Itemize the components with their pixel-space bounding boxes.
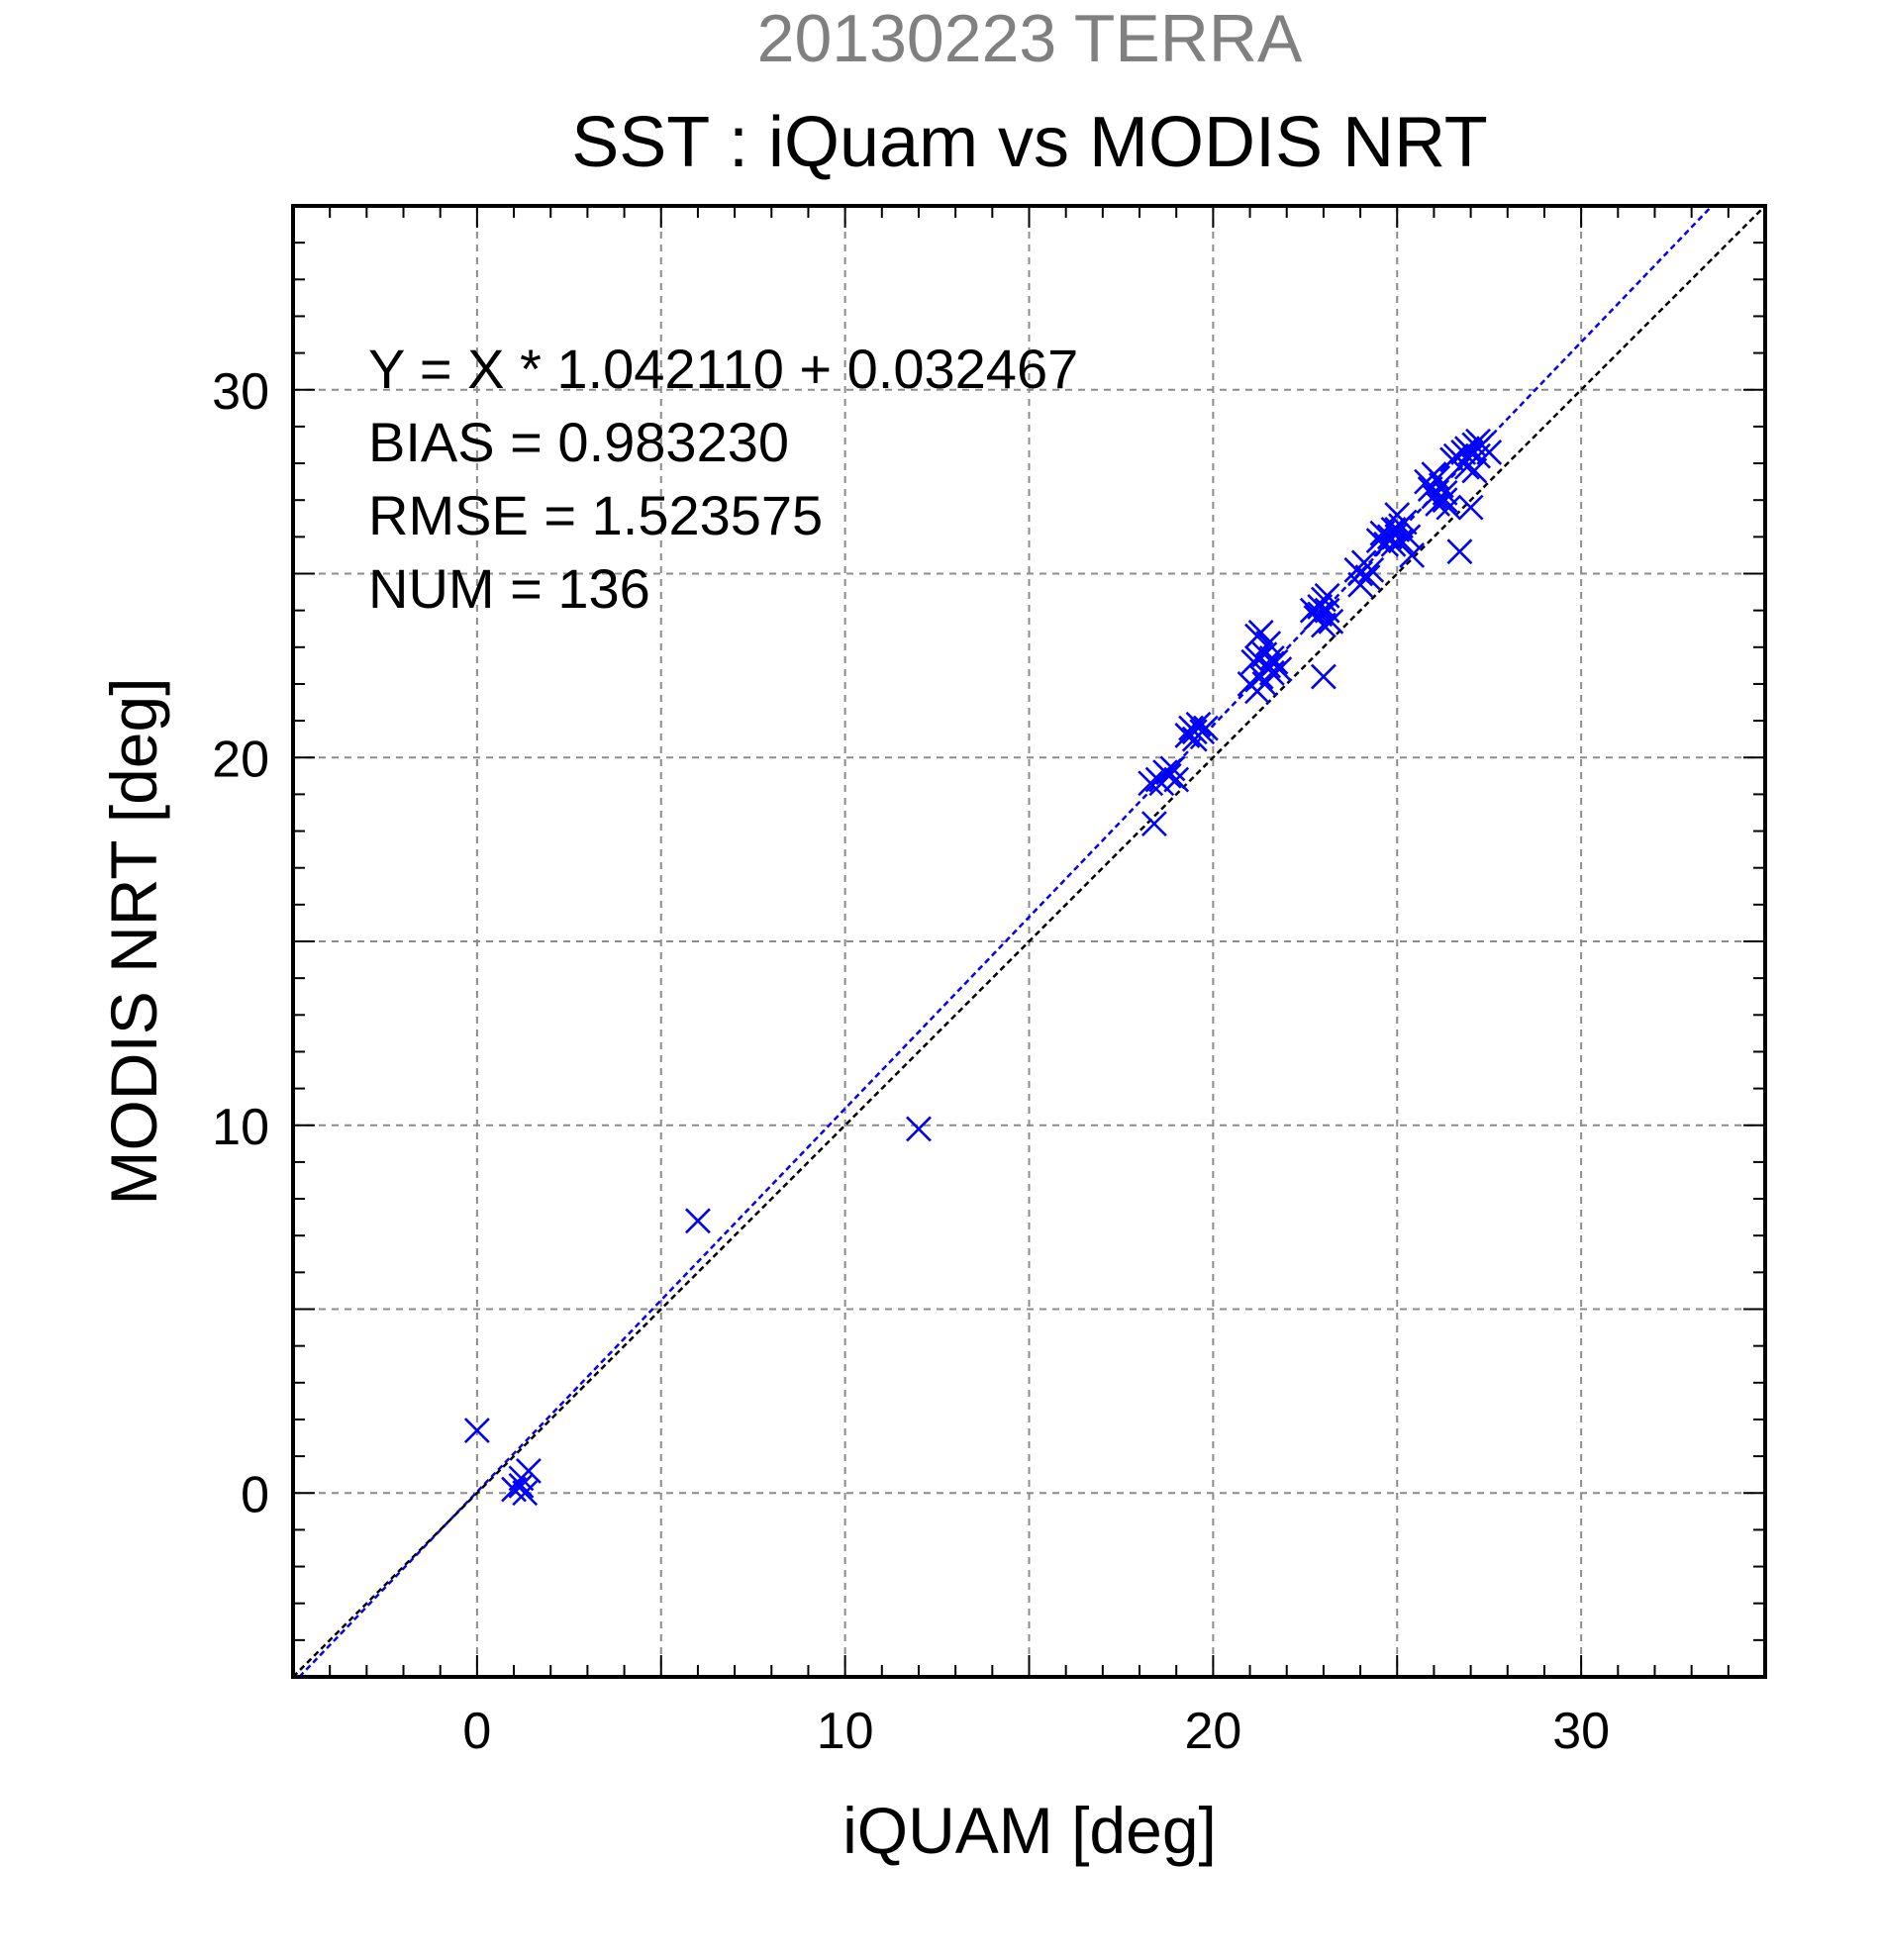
data-point [1436,494,1462,521]
data-point [1425,464,1451,491]
data-point [1461,457,1488,484]
y-tick-label: 30 [212,363,269,421]
data-point [1432,479,1458,506]
chart-title-top: 20130223 TERRA [757,1,1303,76]
regression-equation: Y = X * 1.042110 + 0.032467 [368,338,1078,400]
rmse-value: RMSE = 1.523575 [368,484,823,546]
data-point [1140,811,1167,837]
x-tick-label: 10 [817,1703,874,1760]
x-axis-label: iQUAM [deg] [842,1794,1217,1867]
data-points [463,428,1503,1507]
data-point [685,1208,711,1234]
data-point [1318,608,1344,635]
data-point [1354,564,1381,591]
x-tick-label: 20 [1184,1703,1241,1760]
data-point [1310,663,1336,690]
stats-annotation: Y = X * 1.042110 + 0.032467 BIAS = 0.983… [368,338,1078,620]
data-point [1388,513,1414,539]
data-point [1185,711,1212,737]
data-point [1159,755,1186,782]
plot-frame [291,204,1767,1679]
chart-title: SST : iQuam vs MODIS NRT [571,103,1488,182]
bias-value: BIAS = 0.983230 [368,411,789,473]
tick-labels: 0 10 20 30 0 10 20 30 [212,363,1610,1760]
data-point [1347,560,1373,587]
regression-line [298,205,1714,1678]
data-point [1476,439,1503,465]
data-point [1373,531,1400,557]
data-point [1181,719,1208,745]
y-tick-label: 0 [241,1466,269,1523]
data-point [1380,517,1407,542]
data-point [1244,645,1270,671]
data-point [1247,620,1274,645]
x-tick-label: 30 [1552,1703,1610,1760]
one-to-one-line [292,205,1766,1678]
data-point [906,1116,932,1142]
data-point [1314,582,1340,609]
data-point [516,1458,542,1484]
y-tick-label: 10 [212,1099,269,1156]
data-point [1432,487,1458,514]
x-tick-label: 0 [462,1703,491,1760]
data-point [1457,494,1484,521]
data-point [512,1480,539,1507]
data-point [1138,770,1164,797]
data-point [1307,601,1334,628]
data-point [1255,631,1282,657]
data-point [1450,439,1477,465]
num-value: NUM = 136 [368,557,650,620]
data-point [1399,542,1426,568]
data-point [1251,671,1278,697]
data-point [1428,472,1454,499]
data-point [1155,762,1182,789]
data-point [463,1418,490,1444]
y-tick-label: 20 [212,731,269,788]
reference-lines [292,205,1766,1678]
data-point [1446,539,1473,565]
data-point [508,1472,535,1499]
grid [293,206,1765,1677]
y-axis-label: MODIS NRT [deg] [97,677,170,1205]
